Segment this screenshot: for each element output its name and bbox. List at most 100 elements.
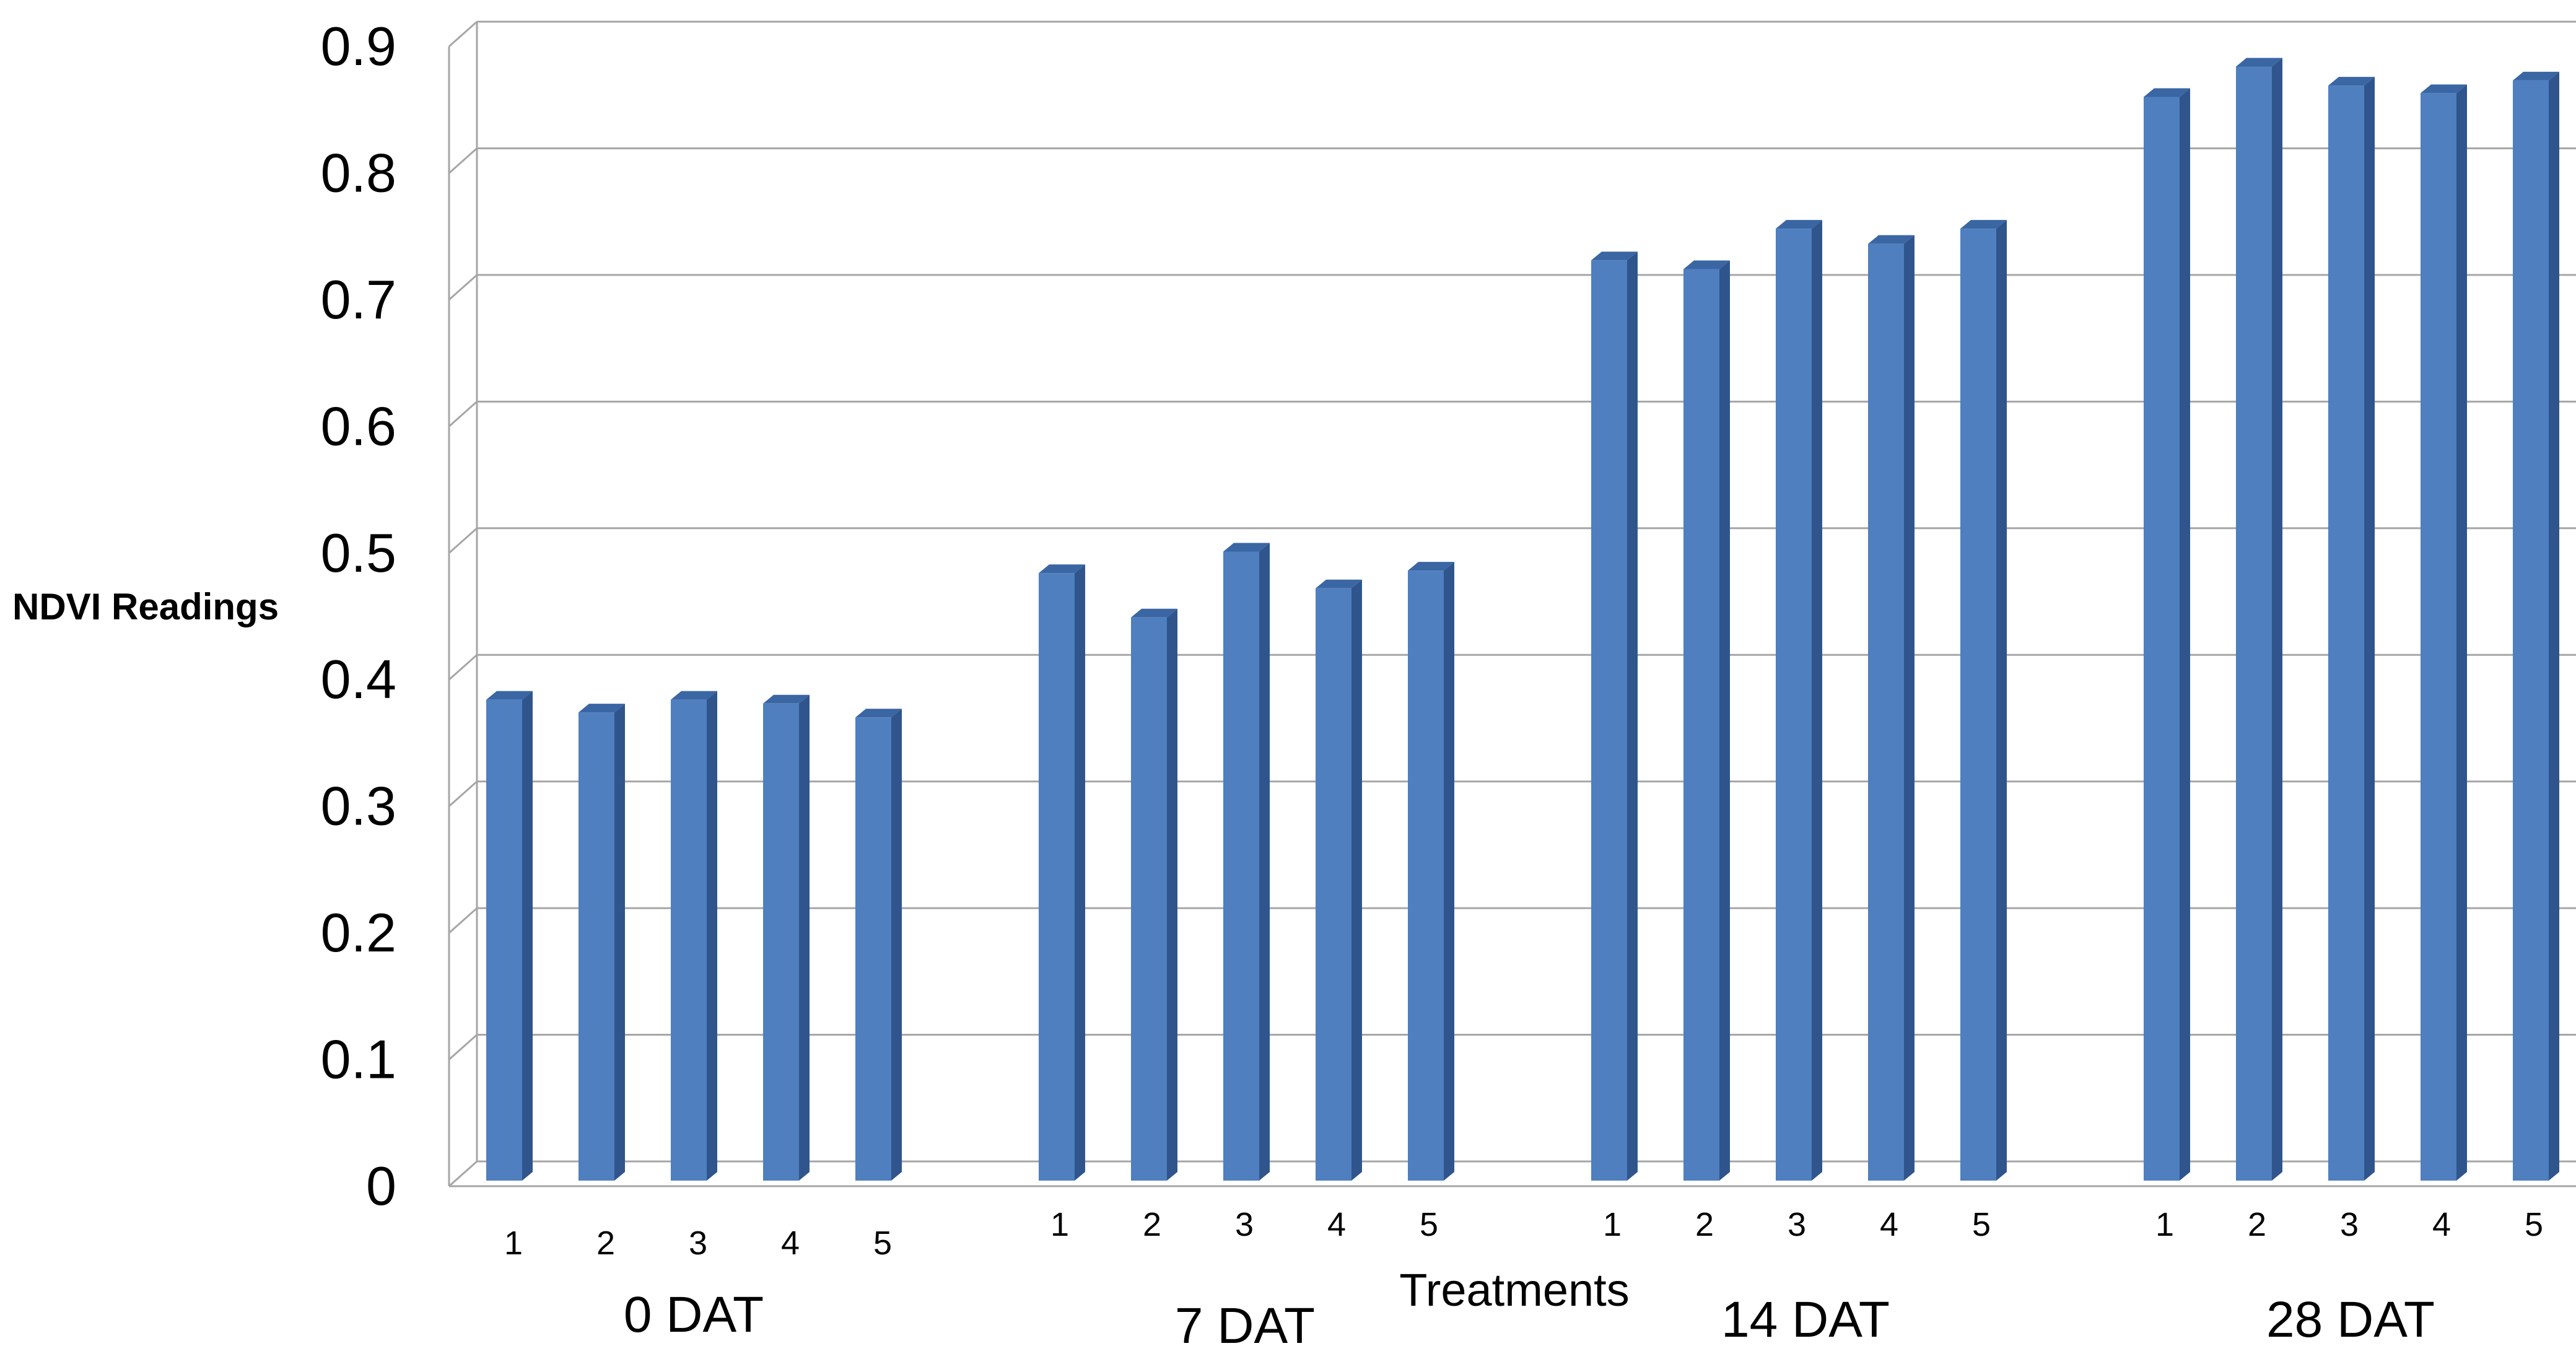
group-label: 0 DAT <box>624 1287 764 1343</box>
bar-top <box>1776 220 1822 229</box>
x-tick-label: 4 <box>1880 1206 1898 1243</box>
bar-top <box>579 704 625 713</box>
bar-side <box>891 709 902 1181</box>
bar-side <box>1351 579 1362 1181</box>
bar-side <box>522 691 533 1181</box>
y-axis-label: NDVI Readings <box>12 586 279 627</box>
labels: NDVI Readings Treatments 0 0.1 0.2 0.3 0.4 0.… <box>12 15 2543 1346</box>
gridline-diagonal <box>448 20 478 48</box>
gridline-diagonal <box>448 907 478 934</box>
bar-top <box>1591 251 1638 261</box>
bar <box>2236 66 2272 1181</box>
bar <box>1408 570 1444 1181</box>
bar <box>486 699 522 1181</box>
y-tick-label: 0.6 <box>321 395 396 457</box>
gridline-diagonal <box>448 654 478 681</box>
bar <box>2513 80 2549 1181</box>
bar-side <box>2180 88 2190 1181</box>
bar-side <box>1259 543 1270 1181</box>
x-tick-label: 4 <box>1327 1206 1346 1243</box>
x-tick-label: 1 <box>1603 1206 1622 1243</box>
bar <box>1316 588 1351 1181</box>
group-label: 14 DAT <box>1721 1291 1890 1343</box>
y-tick-label: 0 <box>366 1155 396 1217</box>
bar-side <box>1627 251 1638 1181</box>
bar <box>1683 269 1719 1181</box>
x-tick-label: 2 <box>1695 1206 1714 1243</box>
bar-top <box>2328 77 2375 86</box>
x-tick-label: 2 <box>2248 1206 2266 1243</box>
bar-side <box>2549 71 2559 1181</box>
bar-top <box>763 694 810 704</box>
bar-side <box>1444 562 1454 1181</box>
bar-side <box>1167 608 1177 1181</box>
bar-side <box>2456 84 2467 1181</box>
bar-top <box>1223 543 1270 552</box>
bar-side <box>1904 235 1915 1181</box>
y-tick-label: 0.5 <box>321 522 396 583</box>
group-label: 28 DAT <box>2266 1291 2435 1343</box>
bar <box>1039 573 1075 1181</box>
bar-side <box>614 704 625 1181</box>
bar <box>671 699 707 1181</box>
y-tick-label: 0.1 <box>321 1029 396 1090</box>
bar <box>2144 97 2180 1181</box>
bar-side <box>1075 564 1085 1181</box>
bar <box>1960 229 1996 1181</box>
bar-top <box>2144 88 2190 97</box>
bar-top <box>1683 260 1730 269</box>
bar <box>2328 85 2364 1181</box>
bar-side <box>1996 220 2007 1181</box>
gridline-diagonal <box>448 527 478 554</box>
bar <box>1868 243 1904 1181</box>
x-tick-label: 3 <box>1788 1206 1806 1243</box>
x-tick-label: 2 <box>596 1225 615 1262</box>
gridline-diagonal <box>448 1034 478 1060</box>
bar-top <box>1131 608 1177 618</box>
bar-top <box>1868 235 1915 244</box>
bar <box>855 717 891 1181</box>
bar-side <box>799 694 810 1181</box>
gridline-diagonal <box>448 147 478 174</box>
gridline-diagonal <box>448 780 478 807</box>
y-tick-label: 0.4 <box>321 649 396 710</box>
bar <box>1223 551 1259 1181</box>
bar-top <box>1408 562 1454 571</box>
gridline-diagonal <box>448 401 478 427</box>
bar-side <box>1719 260 1730 1181</box>
y-tick-label: 0.7 <box>321 269 396 330</box>
x-tick-label: 1 <box>504 1225 523 1262</box>
x-axis-label: Treatments <box>1399 1264 1629 1316</box>
group-label: 7 DAT <box>1175 1298 1315 1343</box>
gridline-diagonal <box>448 274 478 301</box>
bar-top <box>1316 579 1362 588</box>
bar-top <box>486 691 533 700</box>
y-tick-label: 0.2 <box>321 902 396 963</box>
bar-top <box>2513 71 2559 81</box>
x-tick-label: 3 <box>1235 1206 1254 1243</box>
axes <box>448 22 2576 1187</box>
x-tick-label: 1 <box>1050 1206 1069 1243</box>
x-tick-label: 1 <box>2155 1206 2174 1243</box>
bar <box>1591 260 1627 1181</box>
bar-side <box>2364 77 2375 1181</box>
y-tick-label: 0.8 <box>321 142 396 203</box>
gridlines <box>448 20 2576 1187</box>
x-tick-label: 3 <box>689 1225 707 1262</box>
bar-top <box>2421 84 2467 94</box>
bar-top <box>1960 220 2007 229</box>
x-tick-label: 3 <box>2340 1206 2359 1243</box>
bar-side <box>707 691 717 1181</box>
bar <box>579 712 614 1181</box>
bar-top <box>1039 564 1085 574</box>
bar-top <box>2236 58 2282 67</box>
y-tick-label: 0.9 <box>321 15 396 77</box>
bar <box>2421 93 2456 1181</box>
y-tick-label: 0.3 <box>321 776 396 837</box>
bar <box>1776 229 1812 1181</box>
bar <box>1131 617 1167 1181</box>
gridline-diagonal <box>448 1160 478 1187</box>
x-tick-label: 4 <box>781 1225 800 1262</box>
